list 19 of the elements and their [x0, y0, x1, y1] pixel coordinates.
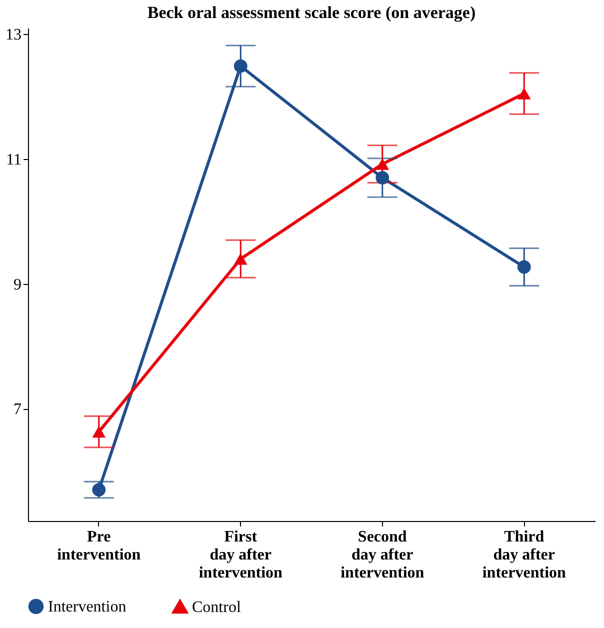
x-tick-label: Third day after intervention: [482, 528, 566, 582]
point: [517, 88, 531, 100]
point: [376, 171, 390, 184]
x-tick-label: Pre intervention: [57, 528, 141, 564]
point: [92, 483, 106, 496]
legend-label: Control: [192, 598, 242, 616]
point: [376, 158, 390, 170]
point: [234, 59, 248, 73]
chart-title: Beck oral assessment scale score (on average): [147, 3, 476, 22]
y-tick-label: 11: [6, 152, 22, 169]
y-tick-label: 9: [14, 276, 22, 294]
point: [517, 260, 531, 274]
legend-label: Intervention: [48, 598, 126, 616]
x-tick-label: Second day after intervention: [340, 528, 424, 582]
y-tick-label: 13: [6, 26, 22, 44]
point: [234, 253, 248, 265]
point: [92, 426, 106, 438]
x-tick-label: First day after intervention: [198, 528, 282, 582]
y-tick-label: 7: [14, 401, 22, 418]
